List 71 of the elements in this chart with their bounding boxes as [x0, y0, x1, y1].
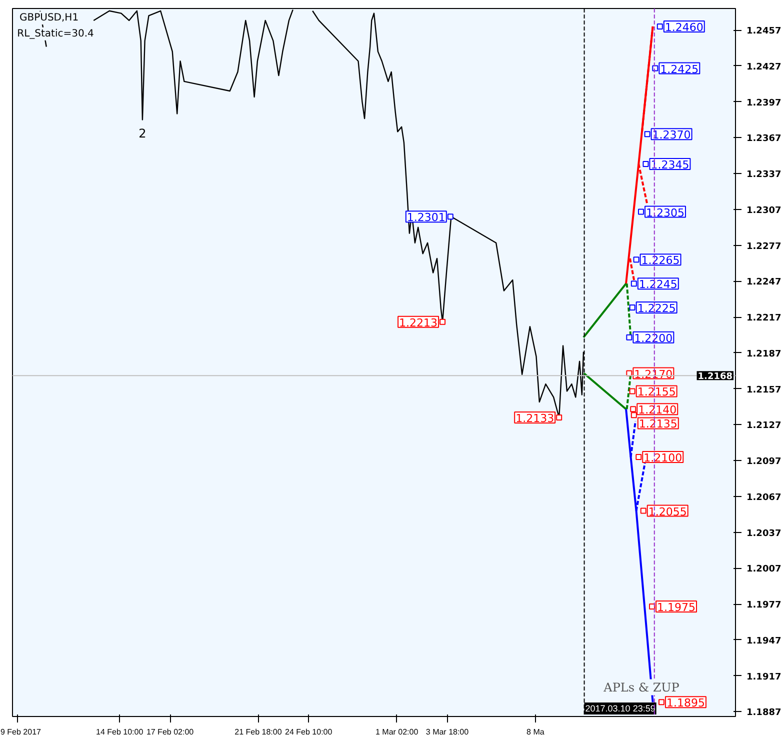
data-label: 1.2055 [648, 505, 687, 518]
data-label: 1.2213 [399, 316, 438, 330]
annotation: RL_Static=30.4 [17, 28, 94, 40]
data-label: 1.2301 [406, 211, 446, 224]
point [642, 160, 649, 167]
y-tick-label: 1.2067 [746, 492, 782, 503]
y-tick-label: 1.2277 [746, 242, 782, 252]
data-label: 1.2345 [650, 158, 690, 172]
ref-line-label: 2017.03.10 23:59 [585, 704, 656, 714]
y-tick-label: 1.1917 [746, 672, 782, 682]
x-tick-label: 14 Feb 10:00 [96, 728, 144, 736]
point [649, 603, 656, 610]
y-tick-label: 1.1977 [746, 600, 782, 611]
y-tick-label: 1.2247 [746, 278, 782, 288]
ref-line-label: 1.2168 [698, 372, 733, 382]
chart-title: GBPUSD,H1 [20, 12, 79, 24]
y-tick-label: 1.2427 [746, 62, 782, 72]
data-label: 1.2133 [516, 412, 554, 426]
x-tick-label: 24 Feb 10:00 [285, 728, 333, 736]
y-tick-label: 1.2127 [746, 421, 782, 432]
data-label: 1.2100 [644, 451, 682, 464]
data-label: 1.2460 [664, 20, 704, 34]
point [629, 304, 636, 310]
y-tick-label: 1.2217 [746, 314, 782, 324]
point [447, 214, 454, 220]
annotation: APLs & ZUP [602, 680, 680, 694]
x-tick-label: 1 Mar 02:00 [375, 728, 419, 736]
data-label: 1.2140 [638, 404, 677, 417]
x-tick-label: 8 Ma [526, 728, 545, 736]
y-tick-label: 1.2097 [746, 457, 782, 468]
x-tick-label: 3 Mar 18:00 [426, 728, 470, 736]
data-label: 1.2305 [646, 206, 684, 220]
y-tick-label: 1.2187 [746, 349, 782, 360]
point [556, 414, 562, 421]
data-label: 1.1895 [666, 696, 705, 710]
annotation: 2 [138, 126, 146, 141]
point [630, 412, 637, 418]
point [644, 131, 650, 138]
point [626, 334, 632, 340]
point [630, 406, 636, 412]
y-tick-label: 1.2397 [746, 98, 782, 108]
point [640, 508, 646, 514]
data-label: 1.2135 [638, 418, 678, 431]
point [630, 280, 637, 287]
y-tick-label: 1.2457 [746, 26, 782, 37]
point [658, 699, 664, 706]
y-tick-label: 1.2367 [746, 134, 782, 144]
y-tick-label: 1.2037 [746, 528, 782, 539]
data-label: 1.2200 [634, 332, 673, 345]
point [636, 454, 642, 460]
data-label: 1.2155 [637, 386, 676, 399]
y-tick-label: 1.2007 [746, 564, 782, 575]
y-tick-label: 1.1947 [746, 636, 782, 646]
x-tick-label: 21 Feb 18:00 [234, 728, 282, 736]
point [638, 208, 644, 215]
data-label: 1.2265 [641, 254, 680, 268]
point [656, 23, 663, 30]
y-tick-label: 1.2337 [746, 170, 782, 180]
point [633, 256, 640, 263]
data-label: 1.2245 [638, 278, 678, 292]
x-tick-label: 17 Feb 02:00 [146, 728, 194, 736]
y-tick-label: 1.2307 [746, 206, 782, 216]
point [629, 388, 636, 394]
data-label: 1.2370 [652, 128, 691, 142]
y-tick-label: 1.1887 [746, 708, 782, 718]
data-label: 1.1975 [657, 600, 696, 614]
y-tick-label: 1.2157 [746, 385, 782, 396]
point [440, 318, 446, 325]
data-label: 1.2425 [660, 62, 699, 76]
x-tick-label: 9 Feb 2017 [0, 728, 42, 736]
data-label: 1.2225 [637, 302, 676, 315]
